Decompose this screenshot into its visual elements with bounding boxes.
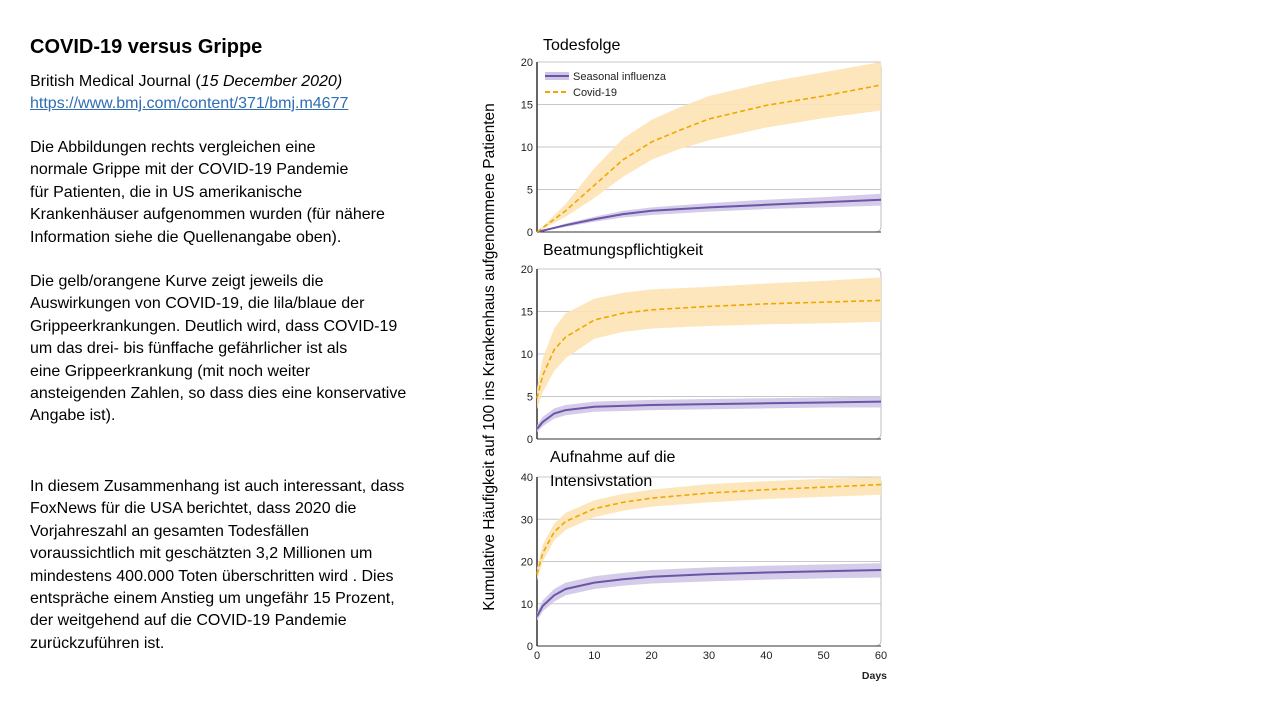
y-axis-label: Kumulative Häufigkeit auf 100 ins Kranke…: [481, 103, 498, 611]
paragraph-line: um das drei- bis fünffache gefährlicher …: [30, 340, 348, 358]
paragraph-line: der weitgehend auf die COVID-19 Pandemie: [30, 612, 347, 630]
covid-line: [536, 84, 882, 233]
paragraph-line: Die Abbildungen rechts vergleichen eine: [30, 139, 316, 156]
x-axis-label: Days: [862, 670, 887, 682]
paragraph-line: Angabe ist).: [30, 407, 116, 425]
y-tick-label: 10: [521, 142, 533, 154]
source-date: 15 December 2020): [200, 73, 343, 90]
source-link[interactable]: https://www.bmj.com/content/371/bmj.m467…: [30, 95, 349, 112]
y-tick-label: 10: [521, 349, 533, 361]
paragraph-line: Krankenhäuser aufgenommen wurden (für nä…: [30, 206, 385, 224]
covid-line: [536, 483, 882, 575]
paragraph-line: Information siehe die Quellenangabe oben…: [30, 228, 342, 246]
text-panel: COVID-19 versus Grippe British Medical J…: [30, 36, 440, 655]
covid-confidence-band: [537, 277, 881, 410]
x-tick-label: 50: [818, 650, 830, 662]
influenza-line: [536, 568, 882, 617]
y-tick-label: 15: [521, 307, 533, 319]
paragraph-line: normale Grippe mit der COVID-19 Pandemie: [30, 161, 349, 179]
paragraph-line: Grippeerkrankungen. Deutlich wird, dass …: [30, 317, 398, 335]
paragraph-line: entspräche einem Anstieg um ungefähr 15 …: [30, 589, 395, 607]
covid-line: [536, 299, 882, 399]
y-tick-label: 15: [521, 100, 533, 112]
x-tick-label: 20: [646, 650, 658, 662]
paragraph-line: voraussichtlich mit geschätzten 3,2 Mill…: [30, 545, 373, 563]
covid-confidence-band: [537, 62, 881, 232]
y-tick-label: 0: [527, 434, 533, 446]
y-tick-label: 20: [521, 264, 533, 276]
y-tick-label: 5: [527, 185, 533, 197]
x-tick-label: 40: [760, 650, 772, 662]
y-tick-label: 30: [521, 514, 533, 526]
influenza-line: [536, 400, 882, 430]
chart-title: Todesfolge: [543, 37, 620, 54]
influenza-line: [536, 198, 882, 233]
paragraph-line: für Patienten, die in US amerikanische: [30, 183, 303, 201]
x-tick-label: 10: [588, 650, 600, 662]
y-tick-label: 0: [527, 641, 533, 653]
paragraph-1: Die Abbildungen rechts vergleichen eine …: [30, 137, 440, 249]
paragraph-3: In diesem Zusammenhang ist auch interess…: [30, 476, 440, 655]
x-tick-label: 60: [875, 650, 887, 662]
slide-title: COVID-19 versus Grippe: [30, 36, 263, 58]
chart-panel: 0 5 10 15 20 Todesfolge Seasonal influenza Covi…: [470, 30, 910, 700]
y-tick-label: 20: [521, 557, 533, 569]
y-tick-label: 5: [527, 392, 533, 404]
paragraph-line: Die gelb/orangene Kurve zeigt jeweils di…: [30, 273, 324, 291]
legend-label: Covid-19: [573, 87, 617, 99]
influenza-confidence-band: [537, 563, 881, 621]
paragraph-line: In diesem Zusammenhang ist auch interess…: [30, 477, 405, 495]
chart-title: Beatmungspflichtigkeit: [543, 242, 704, 259]
paragraph-2: Die gelb/orangene Kurve zeigt jeweils di…: [30, 271, 440, 428]
source-citation: British Medical Journal (15 December 202…: [30, 71, 440, 93]
y-tick-label: 20: [521, 57, 533, 69]
source-journal: British Medical Journal (: [30, 73, 201, 90]
chart-figure: 0 5 10 15 20 Todesfolge Seasonal influenza Covi…: [481, 37, 887, 682]
legend-label: Seasonal influenza: [573, 71, 667, 83]
paragraph-line: FoxNews für die USA berichtet, dass 2020…: [30, 500, 357, 518]
paragraph-line: mindestens 400.000 Toten überschritten w…: [30, 567, 394, 585]
paragraph-line: Auswirkungen von COVID-19, die lila/blau…: [30, 295, 365, 313]
chart-title: Aufnahme auf die: [550, 449, 676, 466]
paragraph-line: Vorjahreszahl an gesamten Todesfällen: [30, 522, 309, 540]
paragraph-line: zurückzuführen ist.: [30, 634, 165, 652]
paragraph-line: eine Grippeerkrankung (mit noch weiter: [30, 362, 311, 380]
paragraph-line: ansteigenden Zahlen, so dass dies eine k…: [30, 385, 407, 403]
y-tick-label: 10: [521, 599, 533, 611]
y-tick-label: 0: [527, 227, 533, 239]
x-tick-label: 30: [703, 650, 715, 662]
x-tick-label: 0: [534, 650, 540, 662]
chart-title: Intensivstation: [550, 473, 652, 490]
y-tick-label: 40: [521, 472, 533, 484]
